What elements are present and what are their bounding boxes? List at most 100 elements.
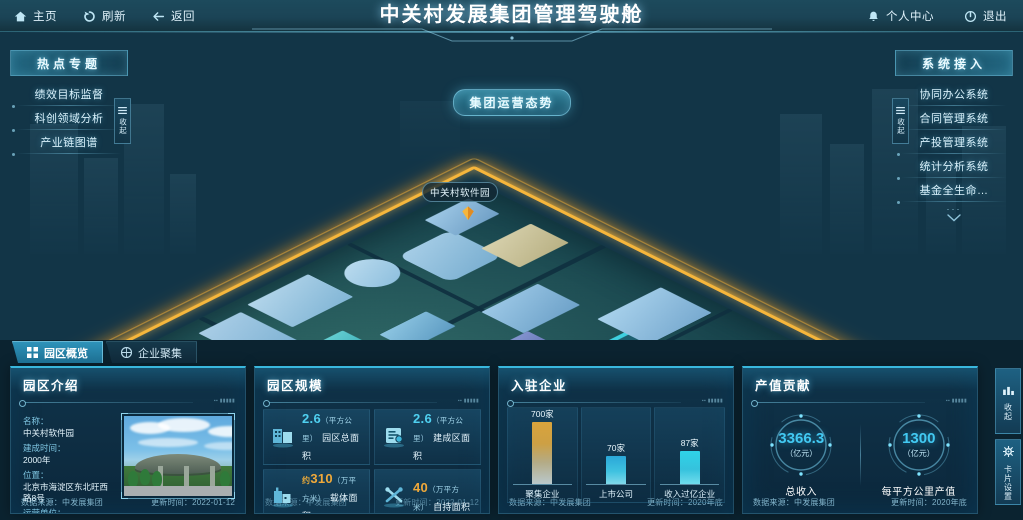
field-value-location: 北京市海淀区东北旺西路8号 [23, 482, 109, 503]
map-marker-label: 中关村软件园 [421, 182, 498, 202]
card-park-scale: 园区规模 ▪▪ ▮▮▮▮▮ 2.6（平方公里） 园区总面积 [254, 366, 490, 514]
right-panel-item-0[interactable]: 协同办公系统 [895, 82, 1013, 108]
bar-column-2[interactable]: 87家 收入过亿企业 [654, 407, 726, 503]
rule-code: ▪▪ ▮▮▮▮▮ [945, 398, 967, 404]
enterprises-bar-chart: 700家 聚集企业 70家 上市公司 87家 收入过亿企业 [499, 405, 733, 503]
center-status-badge[interactable]: 集团运营态势 [452, 89, 571, 116]
bar-1 [606, 456, 626, 484]
bar-axis-2 [660, 484, 720, 485]
user-center-button[interactable]: 个人中心 [867, 8, 934, 24]
stat-number: 约310（万平方米） [302, 471, 356, 504]
left-panel-item-2[interactable]: 产业链图谱 [10, 130, 128, 156]
bar-category-label-1: 上市公司 [599, 489, 634, 499]
ring-label: 每平方公里产值 [881, 487, 956, 498]
stat-tile-text: 40（万平方米） 自持面积 [413, 479, 474, 513]
stat-label: 园区总面积 [302, 433, 360, 461]
background-city [0, 32, 1023, 340]
stat-number: 40（万平方米） [413, 480, 459, 513]
park-intro-body: 名称： 中关村软件园 建成时间： 2000年 位置： 北京市海淀区东北旺西路8号… [11, 405, 245, 513]
card-park-intro-title: 园区介绍 [23, 379, 80, 393]
home-button[interactable]: 主页 [14, 8, 57, 24]
right-panel-item-2[interactable]: 产投管理系统 [895, 130, 1013, 156]
globe-icon [120, 346, 133, 359]
ring-output-per-sqkm[interactable]: 1300 （亿元） 每平方公里产值 [861, 412, 978, 498]
right-panel: 系统接入 收起 协同办公系统 合同管理系统 产投管理系统 统计分析系统 基金全生… [892, 50, 1013, 224]
rail-card-settings-button[interactable]: 卡片设置 [995, 439, 1021, 505]
ring-number-block: 1300 （亿元） [886, 412, 952, 478]
bar-category-label-2: 收入过亿企业 [664, 489, 716, 499]
park-intro-fields: 名称： 中关村软件园 建成时间： 2000年 位置： 北京市海淀区东北旺西路8号… [23, 411, 113, 513]
logout-label: 退出 [983, 11, 1007, 23]
home-icon [14, 10, 27, 23]
park-photo-frame[interactable] [121, 413, 235, 499]
tab-park-overview[interactable]: 园区概览 [12, 341, 103, 363]
ring-icon [888, 414, 950, 476]
frame-corner-icon [121, 492, 128, 499]
bottom-cards: 园区介绍 ▪▪ ▮▮▮▮▮ 名称： 中关村软件园 建成时间： 2000年 位置：… [10, 366, 978, 514]
rail-collapse-button[interactable]: 收起 [995, 368, 1021, 434]
left-panel-title: 热点专题 [10, 50, 128, 76]
stat-tile-built-area[interactable]: 2.6（平方公里） 建成区面积 [374, 409, 481, 465]
right-panel-collapse-label: 收起 [896, 117, 906, 135]
frame-corner-icon [121, 413, 128, 420]
back-label: 返回 [171, 11, 195, 23]
right-panel-item-3[interactable]: 统计分析系统 [895, 154, 1013, 180]
top-nav-right: 个人中心 退出 [867, 0, 1007, 32]
ring-unit: （亿元） [785, 449, 818, 458]
data-source-label: 数据来源：中发展集团 [509, 497, 591, 508]
isometric-park-plate[interactable] [30, 78, 919, 340]
document-icon [381, 425, 407, 449]
card-park-scale-title: 园区规模 [267, 379, 324, 393]
updated-time-label: 更新时间：2020年底 [891, 498, 967, 507]
field-key-name: 名称： [23, 416, 49, 426]
rail-card-settings-label: 卡片设置 [1003, 464, 1013, 501]
frame-corner-icon [228, 413, 235, 420]
park-photo [124, 416, 232, 496]
field-key-built: 建成时间： [23, 443, 66, 454]
ring-total-revenue[interactable]: 3366.3 （亿元） 总收入 [743, 412, 860, 498]
refresh-icon [83, 10, 96, 23]
title-decoration [251, 28, 772, 42]
tab-enterprise-cluster[interactable]: 企业聚集 [106, 341, 197, 363]
stat-tile-total-area[interactable]: 2.6（平方公里） 园区总面积 [263, 409, 370, 465]
card-resident-enterprises-title: 入驻企业 [511, 379, 568, 393]
left-panel-collapse-button[interactable]: 收起 [114, 98, 131, 144]
bar-category-label-0: 聚集企业 [525, 489, 560, 499]
home-label: 主页 [33, 11, 57, 23]
left-panel-item-1[interactable]: 科创领域分析 [10, 106, 128, 132]
right-panel-collapse-button[interactable]: 收起 [892, 98, 909, 144]
refresh-button[interactable]: 刷新 [83, 8, 126, 24]
bar-column-1[interactable]: 70家 上市公司 [580, 407, 652, 503]
left-panel-collapse-label: 收起 [118, 117, 128, 135]
data-source-label: 数据来源：中发展集团 [753, 498, 835, 507]
card-park-intro-footer: 数据来源：中发展集团 更新时间：2022-01-12 [21, 497, 235, 508]
left-panel: 热点专题 收起 绩效目标监督 科创领域分析 产业链图谱 [10, 50, 131, 156]
chevron-down-icon[interactable] [895, 214, 1013, 224]
tab-enterprise-cluster-label: 企业聚集 [138, 347, 182, 360]
stat-prefix: 约 [302, 476, 311, 485]
gear-icon [1001, 444, 1015, 462]
right-panel-item-4[interactable]: 基金全生命… [895, 178, 1013, 204]
bell-icon [867, 10, 880, 23]
top-bar: 主页 刷新 返回 个人中心 退出 [0, 0, 1023, 33]
rule-code: ▪▪ ▮▮▮▮▮ [701, 398, 723, 404]
card-park-intro: 园区介绍 ▪▪ ▮▮▮▮▮ 名称： 中关村软件园 建成时间： 2000年 位置：… [10, 366, 246, 514]
stat-tile-self-held-area[interactable]: 40（万平方米） 自持面积 [374, 469, 481, 513]
rail-collapse-label: 收起 [1003, 402, 1013, 421]
map-scene[interactable]: 中关村软件园 集团运营态势 [0, 32, 1023, 340]
stat-tile-text: 2.6（平方公里） 建成区面积 [413, 410, 474, 464]
card-rule: ▪▪ ▮▮▮▮▮ [751, 398, 969, 407]
right-panel-item-1[interactable]: 合同管理系统 [895, 106, 1013, 132]
menu-icon [896, 107, 905, 116]
stat-label: 自持面积 [433, 502, 471, 512]
bar-axis-0 [512, 484, 572, 485]
back-button[interactable]: 返回 [152, 8, 195, 24]
left-panel-item-0[interactable]: 绩效目标监督 [10, 82, 128, 108]
stat-tile-text: 约310（万平方米） 载体面积 [302, 470, 363, 513]
logout-button[interactable]: 退出 [964, 8, 1007, 24]
left-panel-list: 绩效目标监督 科创领域分析 产业链图谱 [10, 82, 128, 156]
bar-column-0[interactable]: 700家 聚集企业 [507, 407, 578, 503]
stat-tile-carrier-area[interactable]: 约310（万平方米） 载体面积 [263, 469, 370, 513]
map-marker[interactable]: 中关村软件园 [415, 182, 505, 221]
scale-tiles: 2.6（平方公里） 园区总面积 2.6（平方公里） 建成区面积 [255, 405, 489, 513]
